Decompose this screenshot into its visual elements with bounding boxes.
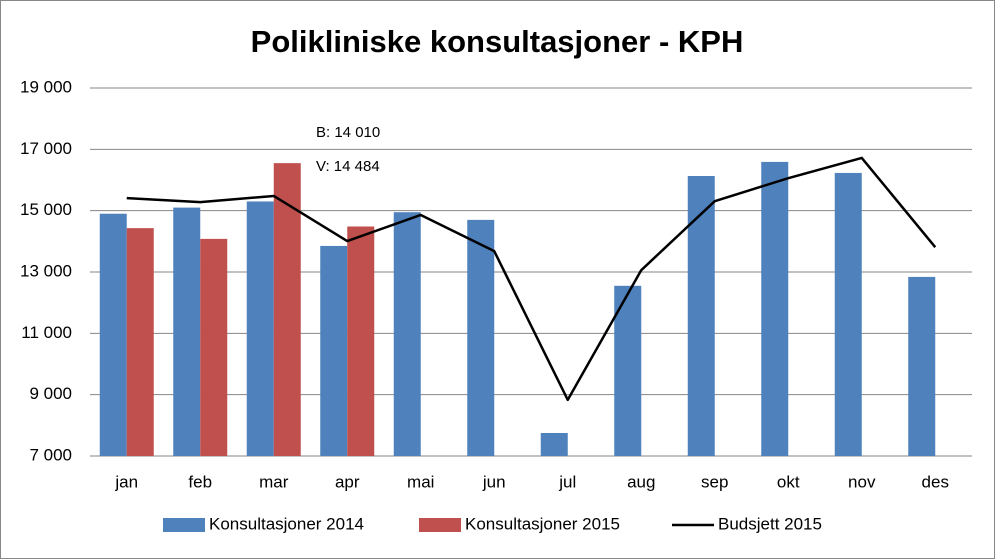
bar	[99, 213, 127, 456]
bar	[761, 161, 789, 456]
x-tick-label: apr	[335, 472, 360, 491]
bar	[908, 276, 936, 456]
y-tick-label: 17 000	[20, 139, 72, 158]
x-tick-label: des	[922, 472, 949, 491]
y-tick-label: 7 000	[29, 445, 72, 464]
x-tick-label: okt	[777, 472, 800, 491]
x-tick-label: feb	[188, 472, 212, 491]
chart-title: Polikliniske konsultasjoner - KPH	[251, 24, 744, 59]
y-tick-label: 15 000	[20, 200, 72, 219]
y-tick-label: 9 000	[29, 384, 72, 403]
legend-label: Budsjett 2015	[718, 514, 822, 533]
y-tick-label: 11 000	[21, 323, 72, 342]
bar	[200, 238, 228, 456]
bar	[540, 433, 568, 456]
bar	[126, 228, 154, 456]
x-tick-label: mar	[259, 472, 289, 491]
x-tick-label: sep	[701, 472, 728, 491]
y-tick-label: 13 000	[20, 261, 72, 280]
legend-label: Konsultasjoner 2014	[209, 514, 364, 533]
bar	[834, 172, 862, 457]
bar	[173, 207, 201, 456]
line	[126, 156, 937, 402]
bar	[614, 285, 642, 456]
legend-label: Konsultasjoner 2015	[465, 514, 620, 533]
y-tick-label: 19 000	[20, 77, 72, 96]
bar	[347, 226, 375, 456]
x-tick-label: jul	[558, 472, 576, 491]
legend-swatch	[163, 518, 205, 532]
bar	[467, 219, 495, 456]
x-tick-label: jun	[482, 472, 506, 491]
annotation: V: 14 484	[316, 158, 380, 175]
annotation: B: 14 010	[316, 124, 380, 141]
x-tick-label: nov	[848, 472, 876, 491]
bar	[320, 245, 348, 456]
bar	[273, 163, 301, 456]
bar	[393, 212, 421, 456]
x-tick-label: aug	[627, 472, 655, 491]
legend-swatch	[419, 518, 461, 532]
x-tick-label: jan	[114, 472, 138, 491]
x-tick-label: mai	[407, 472, 434, 491]
bar	[687, 176, 715, 456]
bar	[246, 201, 274, 456]
